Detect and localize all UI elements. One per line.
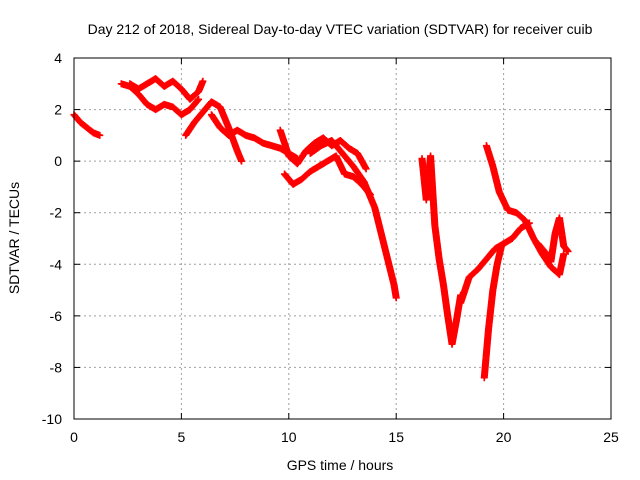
series-arc-5 xyxy=(207,111,301,163)
data-point xyxy=(560,250,568,258)
y-tick-label: -2 xyxy=(50,205,63,221)
x-tick-label: 0 xyxy=(70,429,78,445)
y-tick-label: -6 xyxy=(50,308,63,324)
x-tick-label: 5 xyxy=(178,429,186,445)
series-arc-10 xyxy=(457,219,533,307)
data-point xyxy=(199,77,207,85)
series-arc-13 xyxy=(534,214,572,266)
x-tick-label: 20 xyxy=(496,429,512,445)
plot-frame xyxy=(73,57,612,420)
data-point xyxy=(96,131,104,139)
data-point xyxy=(564,247,572,255)
y-tick-label: -10 xyxy=(42,411,62,427)
x-axis-label: GPS time / hours xyxy=(287,457,394,473)
series-arc-11 xyxy=(480,242,505,382)
y-tick-label: -4 xyxy=(50,256,63,272)
series-arc-8 xyxy=(306,137,400,302)
tick-layer: 0 5 10 15 20 25 -10 -8 -6 -4 -2 0 2 4 xyxy=(42,50,619,445)
data-point xyxy=(362,165,370,173)
chart-title: Day 212 of 2018, Sidereal Day-to-day VTE… xyxy=(88,21,593,37)
data-point xyxy=(238,157,246,165)
y-tick-label: 0 xyxy=(54,153,62,169)
data-point xyxy=(392,294,400,302)
x-tick-label: 10 xyxy=(281,429,297,445)
data-point xyxy=(497,242,505,250)
series-arc-1 xyxy=(70,111,104,139)
x-tick-label: 15 xyxy=(388,429,404,445)
y-tick-label: 4 xyxy=(54,50,62,66)
y-tick-label: -8 xyxy=(50,359,63,375)
series-arc-4 xyxy=(182,98,246,165)
series-arc-9 xyxy=(418,152,465,348)
data-layer xyxy=(70,75,572,382)
series-arc-3 xyxy=(126,75,207,103)
series-arc-6 xyxy=(276,126,370,173)
y-axis-label: SDTVAR / TECUs xyxy=(6,182,22,294)
grid-layer xyxy=(74,58,611,419)
data-point xyxy=(195,95,203,103)
y-tick-label: 2 xyxy=(54,102,62,118)
x-tick-label: 25 xyxy=(603,429,619,445)
